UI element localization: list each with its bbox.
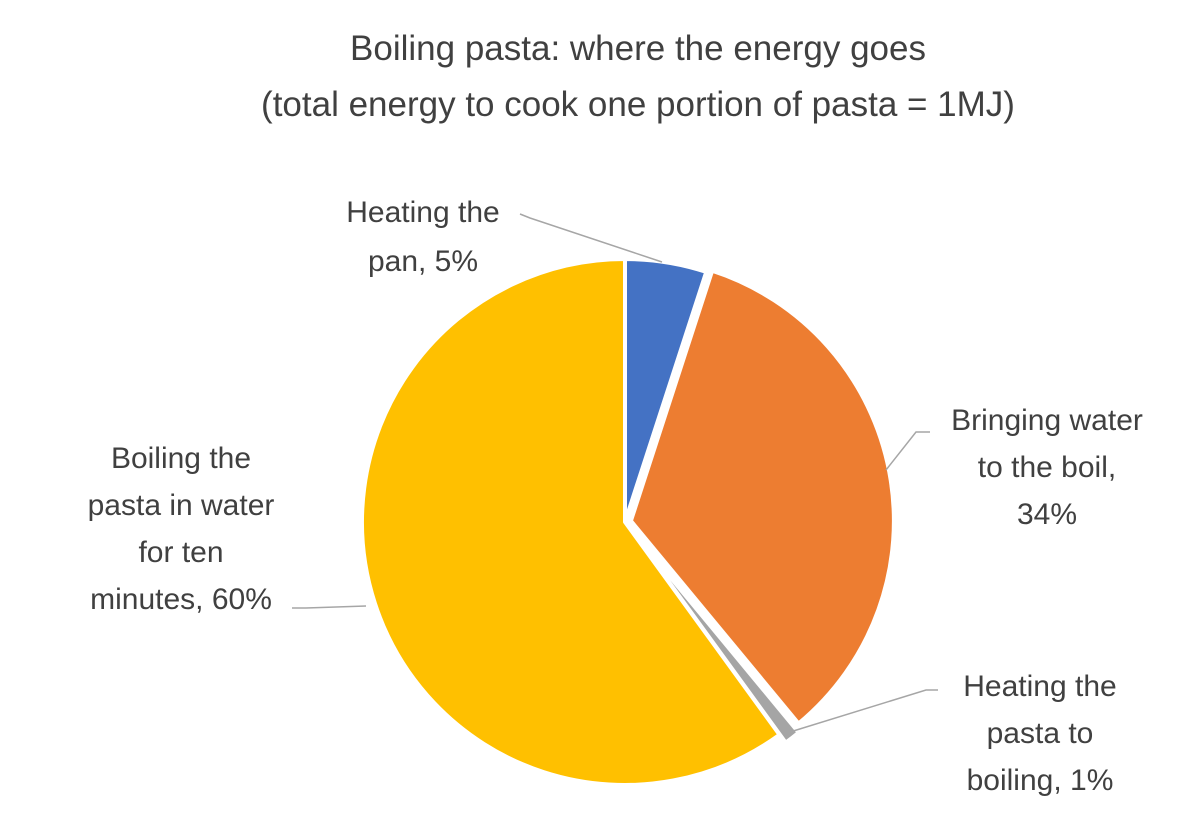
label-boiling-pasta: Boiling the pasta in water for ten minutes,…: [88, 442, 275, 616]
label-heating-pan: Heating the pan, 5%: [346, 196, 499, 278]
slice-bringing-water-to-boil: [628, 268, 896, 726]
leader-heating-pasta: [789, 689, 938, 733]
data-labels: Heating the pan, 5% Bringing water to the b…: [88, 196, 1143, 797]
label-bringing-water: Bringing water to the boil, 34%: [951, 404, 1143, 531]
slice-boiling-pasta: [360, 257, 782, 787]
label-leader-lines: [292, 213, 938, 733]
pie-slices: [360, 257, 896, 787]
leader-boiling-pasta: [292, 605, 367, 609]
label-heating-pasta: Heating the pasta to boiling, 1%: [963, 670, 1116, 797]
leader-heating-pan: [519, 213, 663, 263]
chart-title: Boiling pasta: where the energy goes: [350, 29, 926, 68]
leader-bringing-water: [885, 431, 930, 471]
chart-subtitle: (total energy to cook one portion of pas…: [261, 85, 1015, 124]
slice-heating-pasta: [629, 527, 801, 745]
